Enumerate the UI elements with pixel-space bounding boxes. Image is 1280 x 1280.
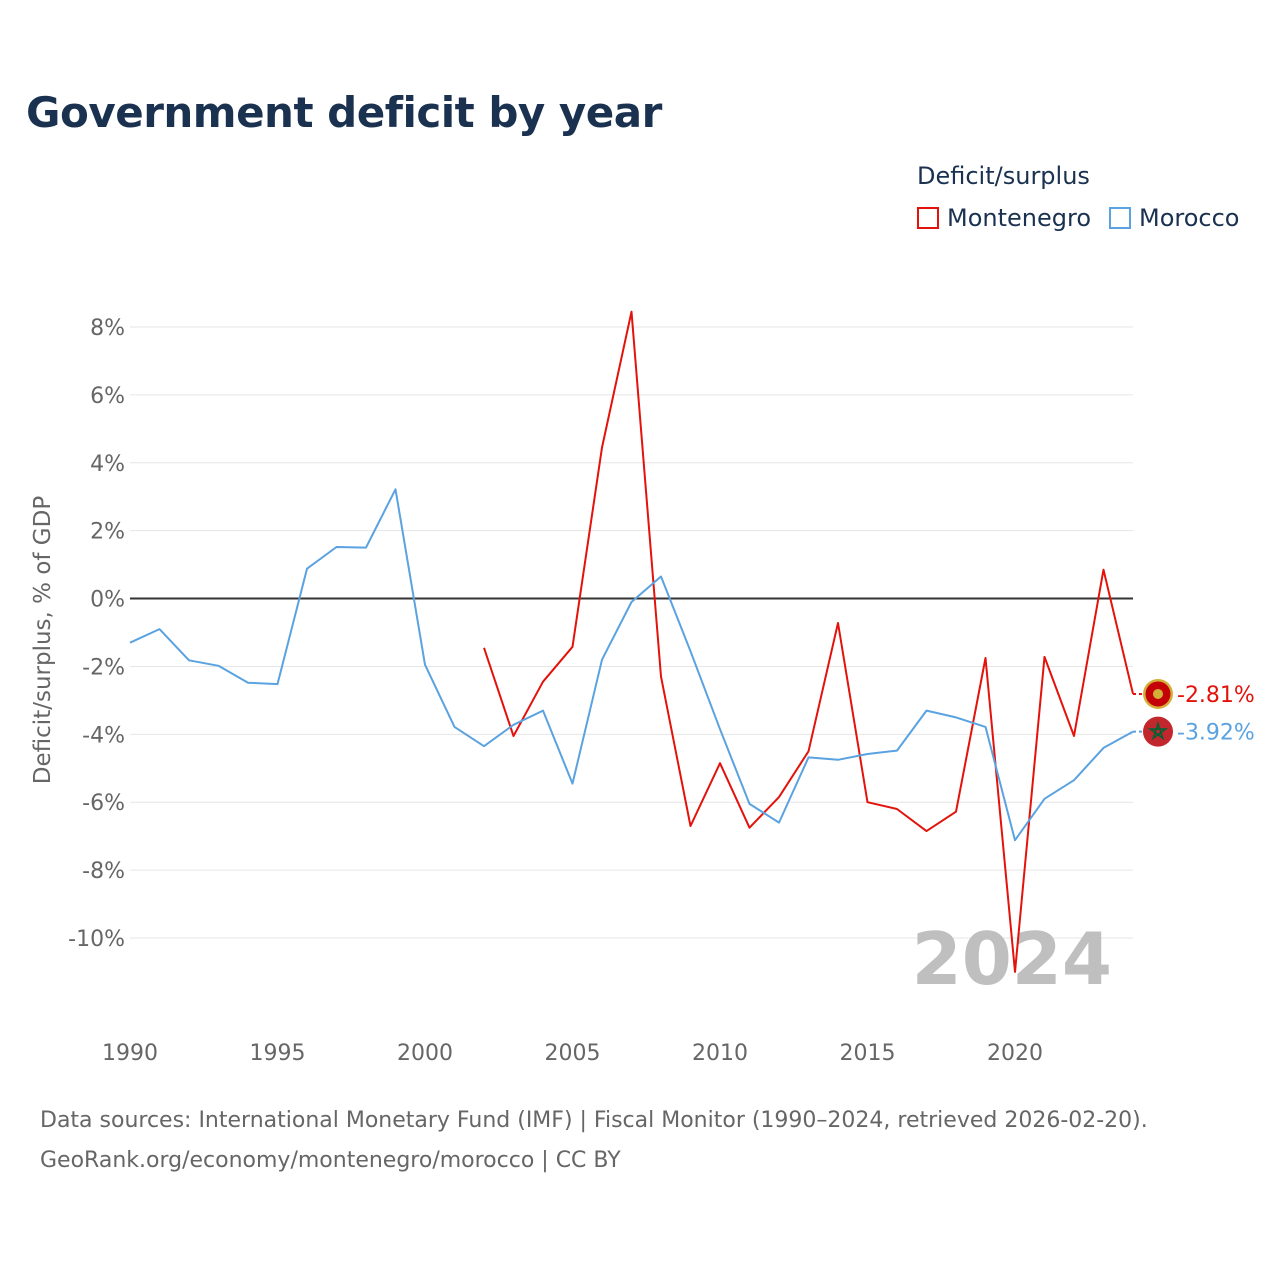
y-tick-label: 0% [90, 588, 125, 613]
y-tick-label: -6% [82, 791, 125, 816]
data-point-morocco [364, 546, 368, 550]
data-point-morocco [777, 821, 781, 825]
data-point-morocco [1043, 797, 1047, 801]
x-tick-label: 2005 [545, 1041, 601, 1066]
data-point-morocco [128, 641, 132, 645]
x-tick-label: 1990 [102, 1041, 158, 1066]
data-point-morocco [335, 545, 339, 549]
end-value-label-montenegro: -2.81% [1177, 683, 1255, 708]
legend-swatch-montenegro [917, 207, 939, 229]
data-point-morocco [925, 709, 929, 713]
data-point-montenegro [895, 807, 899, 811]
data-point-morocco [217, 664, 221, 668]
data-point-morocco [482, 744, 486, 748]
legend-label-morocco: Morocco [1139, 204, 1240, 232]
data-point-montenegro [1043, 655, 1047, 659]
x-tick-label: 2020 [987, 1041, 1043, 1066]
data-point-montenegro [482, 646, 486, 650]
legend-title: Deficit/surplus [917, 162, 1090, 190]
data-point-montenegro [571, 645, 575, 649]
data-point-morocco [394, 487, 398, 491]
data-point-montenegro [689, 824, 693, 828]
data-point-morocco [807, 755, 811, 759]
attribution-note: GeoRank.org/economy/montenegro/morocco |… [40, 1148, 621, 1173]
y-tick-label: -8% [82, 859, 125, 884]
y-tick-label: 4% [90, 452, 125, 477]
x-tick-label: 2000 [397, 1041, 453, 1066]
data-point-montenegro [512, 734, 516, 738]
data-point-montenegro [600, 446, 604, 450]
data-point-montenegro [925, 829, 929, 833]
data-point-morocco [895, 749, 899, 753]
data-point-montenegro [718, 761, 722, 765]
data-point-montenegro [836, 621, 840, 625]
data-point-morocco [954, 715, 958, 719]
data-point-morocco [187, 658, 191, 662]
data-point-morocco [453, 725, 457, 729]
data-point-morocco [659, 574, 663, 578]
data-point-morocco [158, 627, 162, 631]
y-tick-label: 6% [90, 384, 125, 409]
data-point-morocco [836, 758, 840, 762]
data-point-morocco [305, 567, 309, 571]
data-point-montenegro [1072, 734, 1076, 738]
data-point-morocco [984, 725, 988, 729]
data-point-montenegro [984, 656, 988, 660]
data-point-montenegro [954, 810, 958, 814]
flag-marker-morocco [1143, 716, 1173, 747]
data-point-morocco [541, 709, 545, 713]
series-line-montenegro [483, 310, 1134, 973]
data-point-montenegro [866, 800, 870, 804]
end-value-label-morocco: -3.92% [1177, 721, 1255, 746]
x-tick-label: 2010 [692, 1041, 748, 1066]
legend-item-montenegro[interactable]: Montenegro [917, 204, 1091, 232]
legend-label-montenegro: Montenegro [947, 204, 1092, 232]
data-point-morocco [246, 681, 250, 685]
data-point-morocco [512, 723, 516, 727]
series-line-morocco [129, 488, 1134, 842]
data-point-morocco [689, 649, 693, 653]
chart-title: Government deficit by year [26, 88, 662, 137]
data-point-montenegro [630, 310, 634, 314]
data-point-morocco [718, 727, 722, 731]
y-tick-label: -10% [68, 927, 125, 952]
data-point-montenegro [807, 749, 811, 753]
data-point-morocco [1013, 838, 1017, 842]
data-point-montenegro [777, 795, 781, 799]
y-tick-label: 8% [90, 316, 125, 341]
flag-emblem-montenegro [1153, 688, 1163, 699]
x-tick-label: 1995 [250, 1041, 306, 1066]
data-point-morocco [630, 600, 634, 604]
flag-star-morocco [1147, 721, 1169, 741]
data-point-morocco [1072, 778, 1076, 782]
legend-item-morocco[interactable]: Morocco [1109, 204, 1240, 232]
data-point-montenegro [748, 826, 752, 830]
data-point-montenegro [1102, 568, 1106, 572]
data-point-morocco [600, 658, 604, 662]
data-point-morocco [866, 752, 870, 756]
y-tick-label: -2% [82, 655, 125, 680]
data-point-montenegro [1013, 970, 1017, 974]
y-tick-label: 2% [90, 520, 125, 545]
data-point-morocco [276, 682, 280, 686]
data-point-morocco [1102, 746, 1106, 750]
y-tick-label: -4% [82, 723, 125, 748]
data-point-montenegro [541, 680, 545, 684]
data-point-montenegro [659, 675, 663, 679]
data-point-morocco [571, 782, 575, 786]
data-point-morocco [423, 663, 427, 667]
x-tick-label: 2015 [840, 1041, 896, 1066]
source-note: Data sources: International Monetary Fun… [40, 1108, 1148, 1133]
data-point-morocco [748, 802, 752, 806]
y-axis-label: Deficit/surplus, % of GDP [30, 496, 56, 785]
legend-swatch-morocco [1109, 207, 1131, 229]
